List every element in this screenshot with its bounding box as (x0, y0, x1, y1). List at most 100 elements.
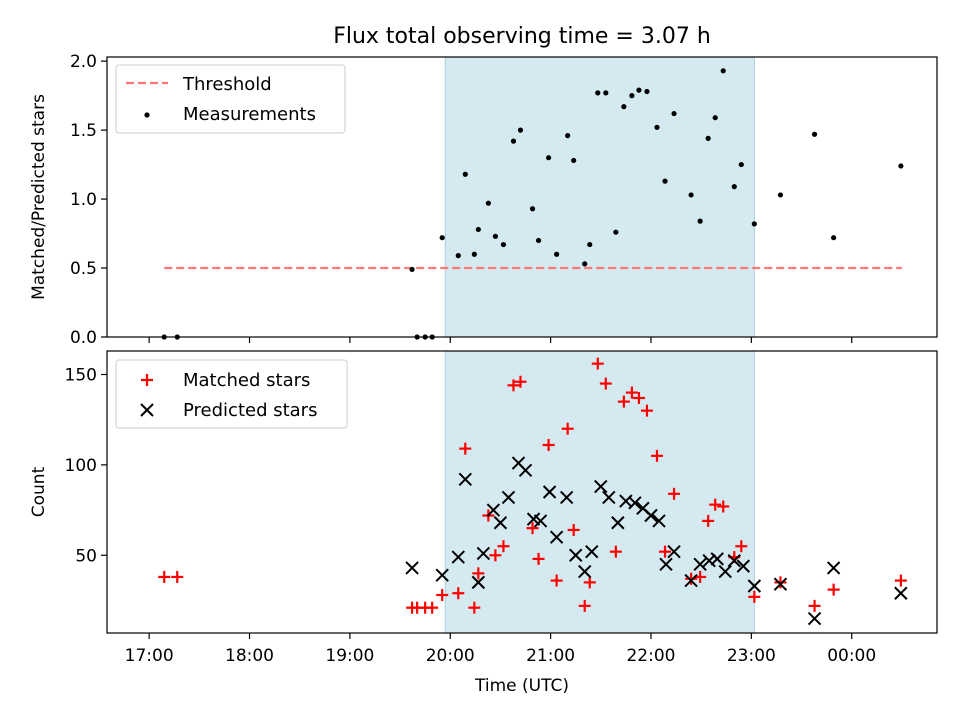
x-tick-label: 22:00 (626, 646, 675, 666)
predicted-star-point (727, 553, 741, 568)
ratio-y-axis-label: Matched/Predicted stars (29, 94, 49, 300)
measurement-point (529, 206, 536, 212)
measurement-point (621, 104, 627, 110)
measurement-point (603, 90, 609, 96)
matched-star-point (436, 589, 449, 602)
ratio-legend: Threshold Measurements (115, 64, 346, 134)
matched-star-point (472, 567, 485, 580)
predicted-star-point (710, 552, 724, 566)
predicted-star-point (693, 557, 707, 572)
y-tick-label: 2.0 (70, 52, 97, 72)
measurement-point (629, 93, 635, 99)
matched-star-point (632, 392, 645, 404)
measurement-point (731, 184, 737, 190)
observing-window-shade (444, 350, 755, 634)
predicted-star-point (702, 553, 716, 568)
measurement-point (571, 157, 577, 164)
measurement-point (517, 127, 524, 133)
matched-star-point (514, 375, 527, 388)
matched-star-point (561, 422, 574, 435)
ratio-plot-area (161, 68, 904, 340)
predicted-legend-swatch (140, 403, 154, 417)
ratio-panel-frame (106, 56, 938, 338)
predicted-star-point (568, 548, 583, 562)
measurement-point (705, 135, 711, 141)
predicted-star-point (405, 561, 419, 575)
measurement-point (751, 221, 757, 227)
y-tick-label: 0.5 (70, 259, 97, 279)
measurement-point (455, 253, 461, 259)
measurement-point (654, 124, 660, 130)
predicted-star-point (458, 472, 473, 487)
x-tick-label: 17:00 (125, 646, 174, 666)
x-tick-label: 00:00 (827, 646, 876, 666)
measurement-point (831, 235, 837, 241)
observing-window-shade (444, 56, 755, 338)
matched-star-point (507, 379, 520, 392)
measurement-point (545, 155, 552, 161)
matched-star-point (550, 574, 563, 587)
matched-star-point (459, 442, 472, 455)
predicted-star-point (486, 503, 501, 517)
predicted-star-point (652, 514, 666, 528)
count-legend: Matched stars Predicted stars (115, 359, 348, 429)
matched-star-point (735, 540, 748, 553)
matched-star-point (578, 599, 591, 612)
measurement-point (662, 178, 668, 184)
measurement-point (462, 171, 468, 177)
measurement-point (644, 88, 650, 95)
measurement-point (554, 251, 560, 257)
matched-star-point (694, 570, 707, 583)
predicted-star-point (611, 516, 625, 530)
predicted-star-point (644, 508, 658, 523)
matched-star-point (709, 498, 722, 511)
matched-star-point (171, 570, 184, 583)
matched-star-point (702, 514, 715, 527)
measurement-point (475, 226, 481, 233)
predicted-star-point (718, 564, 732, 579)
count-panel: 50 100 150 17:00 18:00 19:00 20:00 21:00 22:00 23… (29, 350, 938, 696)
y-tick-label: 1.5 (70, 121, 97, 141)
matched-star-point (668, 487, 681, 500)
matched-star-point (591, 357, 604, 370)
matched-star-point (650, 449, 663, 462)
predicted-star-point (578, 564, 592, 579)
measurement-point (471, 251, 477, 257)
predicted-legend-label: Predicted stars (183, 400, 317, 421)
matched-legend-swatch (141, 374, 153, 386)
measurement-point (565, 133, 571, 139)
measurement-point (898, 163, 904, 169)
x-tick-label: 18:00 (225, 646, 274, 666)
measurement-point (582, 261, 588, 267)
predicted-star-point (533, 514, 548, 528)
matched-star-point (526, 522, 539, 535)
matched-star-point (717, 500, 730, 513)
predicted-star-point (559, 490, 574, 505)
matched-star-point (617, 395, 630, 408)
matched-star-point (567, 523, 580, 536)
y-tick-label: 150 (65, 366, 97, 386)
y-tick-label: 0.0 (70, 328, 97, 348)
matched-star-point (532, 552, 545, 565)
matched-star-point (583, 576, 596, 589)
measurement-point (671, 110, 677, 117)
measurement-point (587, 241, 593, 248)
predicted-star-point (549, 530, 564, 544)
predicted-star-point (493, 516, 508, 530)
x-tick-label: 20:00 (426, 646, 475, 666)
ratio-panel: 0.00.51.01.52.0 Matched/Predicted stars … (29, 52, 938, 348)
matched-star-point (808, 599, 821, 612)
measurement-point (535, 237, 542, 244)
measurements-legend-label: Measurements (183, 104, 316, 125)
measurement-point (777, 192, 784, 198)
matched-star-point (158, 570, 171, 583)
predicted-star-point (807, 611, 822, 626)
y-tick-label: 1.0 (70, 190, 97, 210)
matched-star-point (542, 439, 555, 451)
x-tick-label: 21:00 (526, 646, 575, 666)
measurement-point (720, 68, 726, 74)
measurement-point (738, 161, 744, 168)
predicted-star-point (826, 561, 841, 575)
measurement-point (712, 115, 718, 121)
predicted-star-point (747, 579, 762, 593)
